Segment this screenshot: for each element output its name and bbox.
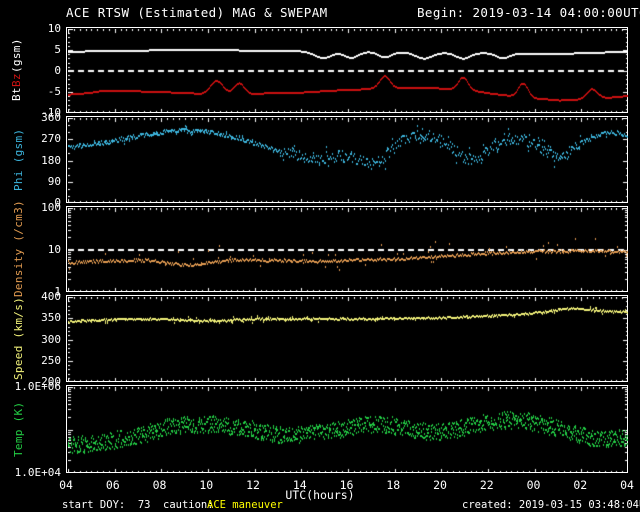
ytick-bt-bz-1: 5 (54, 43, 61, 56)
created-timestamp: created: 2019-03-15 03:48:04UTC (462, 499, 640, 511)
xtick-10: 00 (526, 478, 541, 492)
xtick-1: 06 (105, 478, 120, 492)
panel-phi-canvas (68, 118, 628, 203)
panel-bt-bz (66, 27, 628, 113)
ytick-bt-bz-3: -5 (47, 85, 61, 98)
ytick-bt-bz-0: 10 (47, 22, 61, 35)
panel-phi (66, 116, 628, 203)
ytick-phi-0: 360 (41, 111, 61, 124)
ytick-density-2: 1 (54, 285, 61, 298)
xtick-2: 08 (152, 478, 167, 492)
ytick-bt-bz-4: -10 (41, 106, 61, 119)
xtick-8: 20 (433, 478, 447, 492)
ytick-temp-0: 1.0E+06 (14, 380, 61, 393)
panel-density (66, 206, 628, 292)
ytick-speed-4: 200 (41, 375, 61, 388)
ylabel-part: (gsm) (10, 38, 23, 74)
ylabel-part: Bt (10, 87, 23, 102)
xtick-6: 16 (339, 478, 354, 492)
ytick-phi-4: 0 (54, 196, 61, 209)
xtick-9: 22 (479, 478, 494, 492)
xtick-0: 04 (59, 478, 73, 492)
panel-temp-canvas (68, 387, 628, 473)
ytick-phi-3: 90 (47, 174, 61, 188)
start-doy: start DOY: 73 (62, 499, 151, 511)
panel-bt-bz-canvas (68, 29, 628, 113)
begin-timestamp: Begin: 2019-03-14 04:00:00UTC (417, 5, 640, 20)
panel-temp (66, 385, 628, 473)
ytick-speed-2: 300 (41, 332, 61, 346)
ytick-phi-2: 180 (41, 153, 61, 167)
ytick-temp-1: 1.0E+04 (14, 466, 61, 479)
panel-speed (66, 295, 628, 382)
xtick-11: 02 (573, 478, 588, 492)
xtick-3: 10 (199, 478, 214, 492)
ylabel-temp: Temp (K) (12, 401, 25, 457)
ytick-density-0: 100 (41, 201, 61, 214)
xtick-7: 18 (386, 478, 401, 492)
ylabel-bt-bz: Bt Bz (gsm) (10, 27, 23, 113)
caution-label: caution: (163, 499, 214, 511)
caution-value: ACE maneuver (207, 499, 283, 511)
ylabel-part: Bz (10, 73, 23, 88)
xtick-12: 04 (620, 478, 634, 492)
ytick-speed-0: 400 (41, 290, 61, 303)
ytick-bt-bz-2: 0 (54, 64, 61, 77)
panel-speed-canvas (68, 297, 628, 382)
xtick-5: 14 (292, 478, 307, 492)
ylabel-density: Density (/cm3) (12, 200, 25, 298)
ylabel-phi: Phi (gsm) (12, 128, 25, 191)
page-title: ACE RTSW (Estimated) MAG & SWEPAM (66, 5, 328, 20)
xaxis-title: UTC(hours) (285, 488, 355, 502)
xtick-4: 12 (246, 478, 260, 492)
ytick-speed-1: 350 (41, 311, 61, 325)
ytick-phi-1: 270 (41, 132, 61, 146)
ytick-density-1: 10 (47, 243, 61, 256)
ytick-speed-3: 250 (41, 353, 61, 367)
panel-density-canvas (68, 208, 628, 292)
ylabel-speed: Speed (km/s) (12, 296, 25, 381)
